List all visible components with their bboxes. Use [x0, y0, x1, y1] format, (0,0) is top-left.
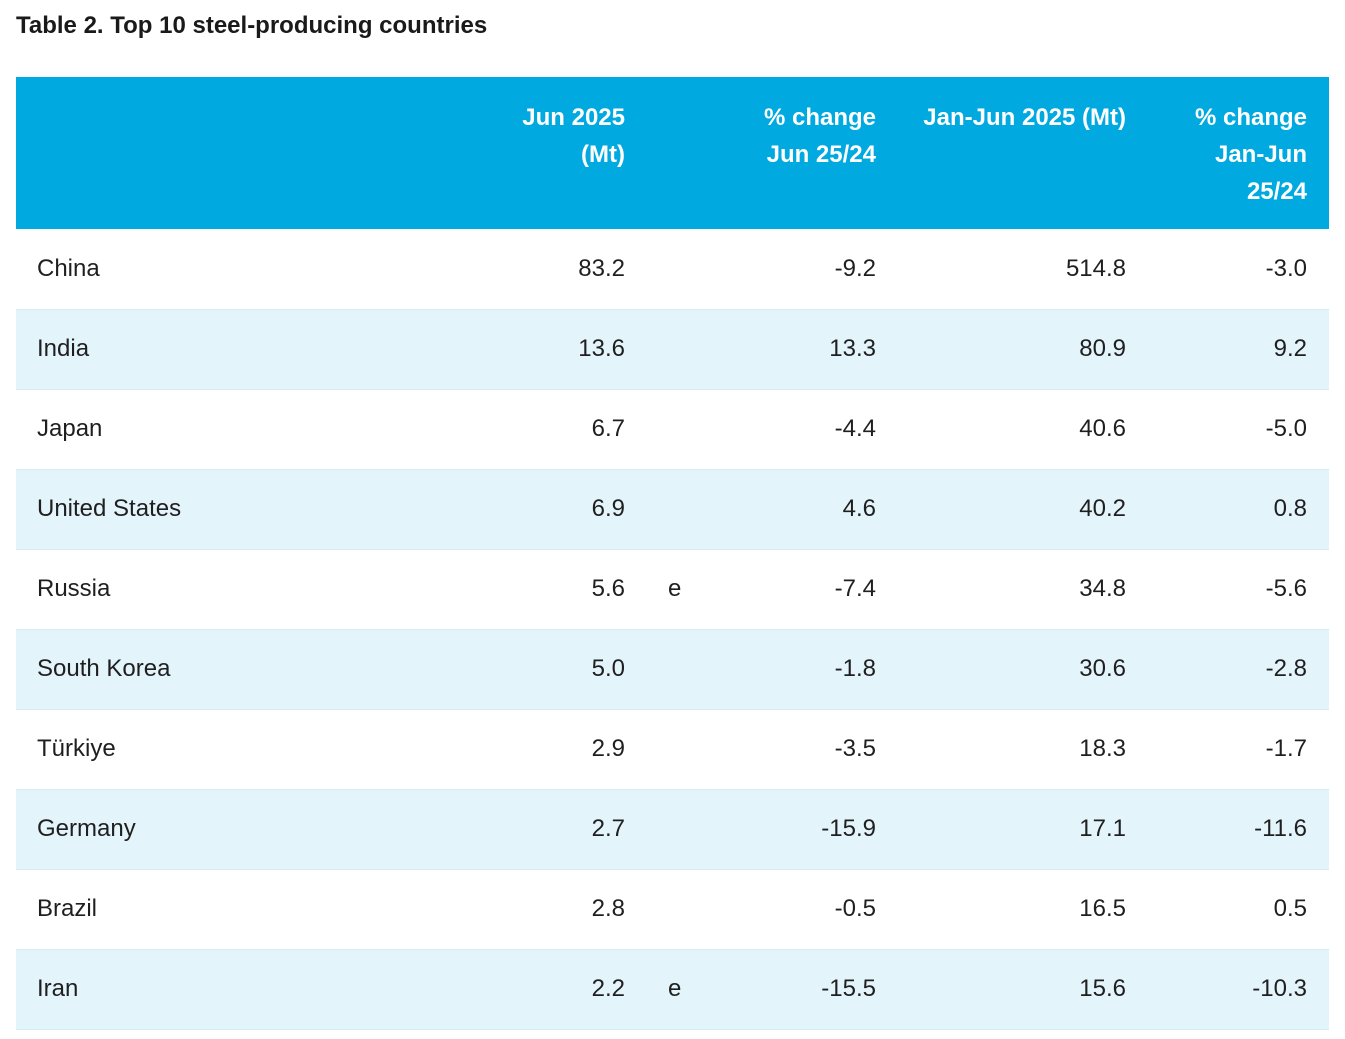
country-cell: Brazil: [16, 869, 455, 950]
table-header: Jun 2025 (Mt) % change Jun 25/24 Jan-Jun 202…: [16, 77, 1329, 229]
note-cell: [645, 229, 700, 310]
value-cell: -10.3: [1146, 949, 1329, 1030]
value-cell: 13.3: [700, 309, 896, 390]
header-text: % change: [763, 104, 876, 131]
country-cell: South Korea: [16, 629, 455, 710]
value-cell: 2.8: [455, 869, 645, 950]
note-cell: e: [645, 949, 700, 1030]
note-cell: [645, 789, 700, 870]
value-cell: -11.6: [1146, 789, 1329, 870]
note-cell: [645, 389, 700, 470]
header-cell: % change Jan-Jun 25/24: [1146, 77, 1329, 229]
value-cell: 40.6: [896, 389, 1146, 470]
value-cell: 40.2: [896, 469, 1146, 550]
note-cell: [645, 709, 700, 790]
country-cell: Russia: [16, 549, 455, 630]
note-cell: [645, 869, 700, 950]
value-cell: 9.2: [1146, 309, 1329, 390]
value-cell: -5.0: [1146, 389, 1329, 470]
value-cell: 17.1: [896, 789, 1146, 870]
note-cell: [645, 469, 700, 550]
value-cell: -9.2: [700, 229, 896, 310]
table-row: Japan 6.7 -4.4 40.6 -5.0: [16, 389, 1329, 470]
value-cell: 80.9: [896, 309, 1146, 390]
header-cell: Jan-Jun 2025 (Mt): [896, 77, 1146, 229]
value-cell: 13.6: [455, 309, 645, 390]
table-row: Iran 2.2 e -15.5 15.6 -10.3: [16, 949, 1329, 1030]
value-cell: -15.9: [700, 789, 896, 870]
table-row: Brazil 2.8 -0.5 16.5 0.5: [16, 869, 1329, 950]
table-row: Russia 5.6 e -7.4 34.8 -5.6: [16, 549, 1329, 630]
note-cell: [645, 629, 700, 710]
header-cell: Jun 2025 (Mt): [455, 77, 645, 229]
value-cell: 0.5: [1146, 869, 1329, 950]
table-row: Türkiye 2.9 -3.5 18.3 -1.7: [16, 709, 1329, 790]
header-text: (Mt): [581, 141, 625, 168]
country-cell: Türkiye: [16, 709, 455, 790]
header-text: 25/24: [1246, 178, 1307, 205]
value-cell: 18.3: [896, 709, 1146, 790]
country-cell: Germany: [16, 789, 455, 870]
value-cell: 514.8: [896, 229, 1146, 310]
value-cell: 2.9: [455, 709, 645, 790]
country-cell: Japan: [16, 389, 455, 470]
value-cell: 0.8: [1146, 469, 1329, 550]
header-text: % change: [1194, 104, 1307, 131]
steel-table: Jun 2025 (Mt) % change Jun 25/24 Jan-Jun 202…: [16, 77, 1329, 1030]
header-text: Jun 25/24: [766, 141, 876, 168]
country-cell: India: [16, 309, 455, 390]
header-text: Jan-Jun: [1214, 141, 1307, 168]
header-cell: % change Jun 25/24: [700, 77, 896, 229]
header-row: Jun 2025 (Mt) % change Jun 25/24 Jan-Jun 202…: [16, 77, 1329, 229]
value-cell: 2.2: [455, 949, 645, 1030]
value-cell: -4.4: [700, 389, 896, 470]
value-cell: -1.7: [1146, 709, 1329, 790]
table-row: Germany 2.7 -15.9 17.1 -11.6: [16, 789, 1329, 870]
country-cell: China: [16, 229, 455, 310]
header-cell: [16, 77, 455, 229]
value-cell: -3.5: [700, 709, 896, 790]
table-row: India 13.6 13.3 80.9 9.2: [16, 309, 1329, 390]
value-cell: 6.7: [455, 389, 645, 470]
table-title: Table 2. Top 10 steel-producing countrie…: [16, 12, 488, 39]
header-cell: [645, 77, 700, 229]
value-cell: -5.6: [1146, 549, 1329, 630]
note-cell: [645, 309, 700, 390]
value-cell: 6.9: [455, 469, 645, 550]
value-cell: 83.2: [455, 229, 645, 310]
header-text: Jan-Jun 2025 (Mt): [923, 104, 1126, 131]
value-cell: 16.5: [896, 869, 1146, 950]
value-cell: -7.4: [700, 549, 896, 630]
value-cell: 2.7: [455, 789, 645, 870]
table-row: South Korea 5.0 -1.8 30.6 -2.8: [16, 629, 1329, 710]
value-cell: 4.6: [700, 469, 896, 550]
header-text: Jun 2025: [522, 104, 625, 131]
note-cell: e: [645, 549, 700, 630]
value-cell: 15.6: [896, 949, 1146, 1030]
value-cell: 5.0: [455, 629, 645, 710]
value-cell: -15.5: [700, 949, 896, 1030]
value-cell: -2.8: [1146, 629, 1329, 710]
value-cell: -3.0: [1146, 229, 1329, 310]
value-cell: 34.8: [896, 549, 1146, 630]
value-cell: -0.5: [700, 869, 896, 950]
table-row: United States 6.9 4.6 40.2 0.8: [16, 469, 1329, 550]
value-cell: 30.6: [896, 629, 1146, 710]
value-cell: 5.6: [455, 549, 645, 630]
country-cell: United States: [16, 469, 455, 550]
table-body: China 83.2 -9.2 514.8 -3.0 India 13.6 13.3 80.9 9…: [16, 229, 1329, 1030]
value-cell: -1.8: [700, 629, 896, 710]
country-cell: Iran: [16, 949, 455, 1030]
table-row: China 83.2 -9.2 514.8 -3.0: [16, 229, 1329, 310]
